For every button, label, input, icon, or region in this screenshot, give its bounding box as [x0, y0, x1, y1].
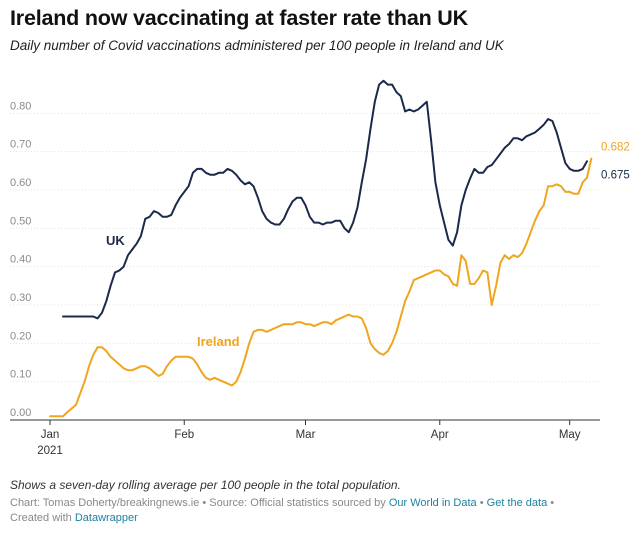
- x-tick-label: Jan: [41, 429, 60, 441]
- get-the-data-link[interactable]: Get the data: [486, 497, 548, 509]
- source-separator: •: [479, 497, 484, 509]
- created-with-text: Created with: [10, 512, 72, 524]
- line-chart: 0.00 0.10 0.20 0.30 0.40 0.50 0.60 0.70 0.80 Jan…: [10, 79, 630, 457]
- our-world-in-data-link[interactable]: Our World in Data: [388, 497, 477, 509]
- x-tick-label: May: [559, 429, 581, 441]
- x-tick-label: Feb: [174, 429, 194, 441]
- x-tick-year-label: 2021: [37, 445, 63, 457]
- x-tick-label: Mar: [296, 429, 316, 441]
- chart-subtitle: Daily number of Covid vaccinations admin…: [10, 38, 504, 53]
- end-value-label-ireland: 0.682: [601, 142, 630, 154]
- y-tick-label: 0.50: [10, 215, 31, 227]
- series-line-uk: [62, 79, 588, 320]
- y-tick-label: 0.20: [10, 330, 31, 342]
- series-label-uk: UK: [106, 233, 125, 248]
- datawrapper-link[interactable]: Datawrapper: [74, 512, 138, 524]
- y-tick-label: 0.60: [10, 177, 31, 189]
- chart-source: Chart: Tomas Doherty/breakingnews.ie • S…: [10, 496, 610, 526]
- grid-lines: [10, 112, 600, 421]
- y-tick-label: 0.40: [10, 254, 31, 266]
- source-separator: •: [550, 497, 555, 509]
- y-tick-label: 0.70: [10, 139, 31, 151]
- x-tick-label: Apr: [431, 429, 449, 441]
- x-axis: Jan 2021 Feb Mar Apr May: [37, 420, 581, 457]
- y-tick-label: 0.30: [10, 292, 31, 304]
- series-lines: [49, 79, 593, 418]
- source-text: Chart: Tomas Doherty/breakingnews.ie • S…: [10, 497, 386, 509]
- y-tick-label: 0.10: [10, 369, 31, 381]
- end-value-label-uk: 0.675: [601, 169, 630, 181]
- series-labels: UK 0.675 Ireland 0.682: [106, 142, 630, 349]
- y-tick-label: 0.00: [10, 407, 31, 419]
- series-line-ireland: [49, 157, 593, 418]
- chart-notes: Shows a seven-day rolling average per 10…: [10, 478, 401, 492]
- y-axis: 0.00 0.10 0.20 0.30 0.40 0.50 0.60 0.70 0.80: [10, 100, 31, 419]
- series-label-ireland: Ireland: [197, 334, 240, 349]
- y-tick-label: 0.80: [10, 100, 31, 112]
- chart-title: Ireland now vaccinating at faster rate t…: [10, 6, 468, 30]
